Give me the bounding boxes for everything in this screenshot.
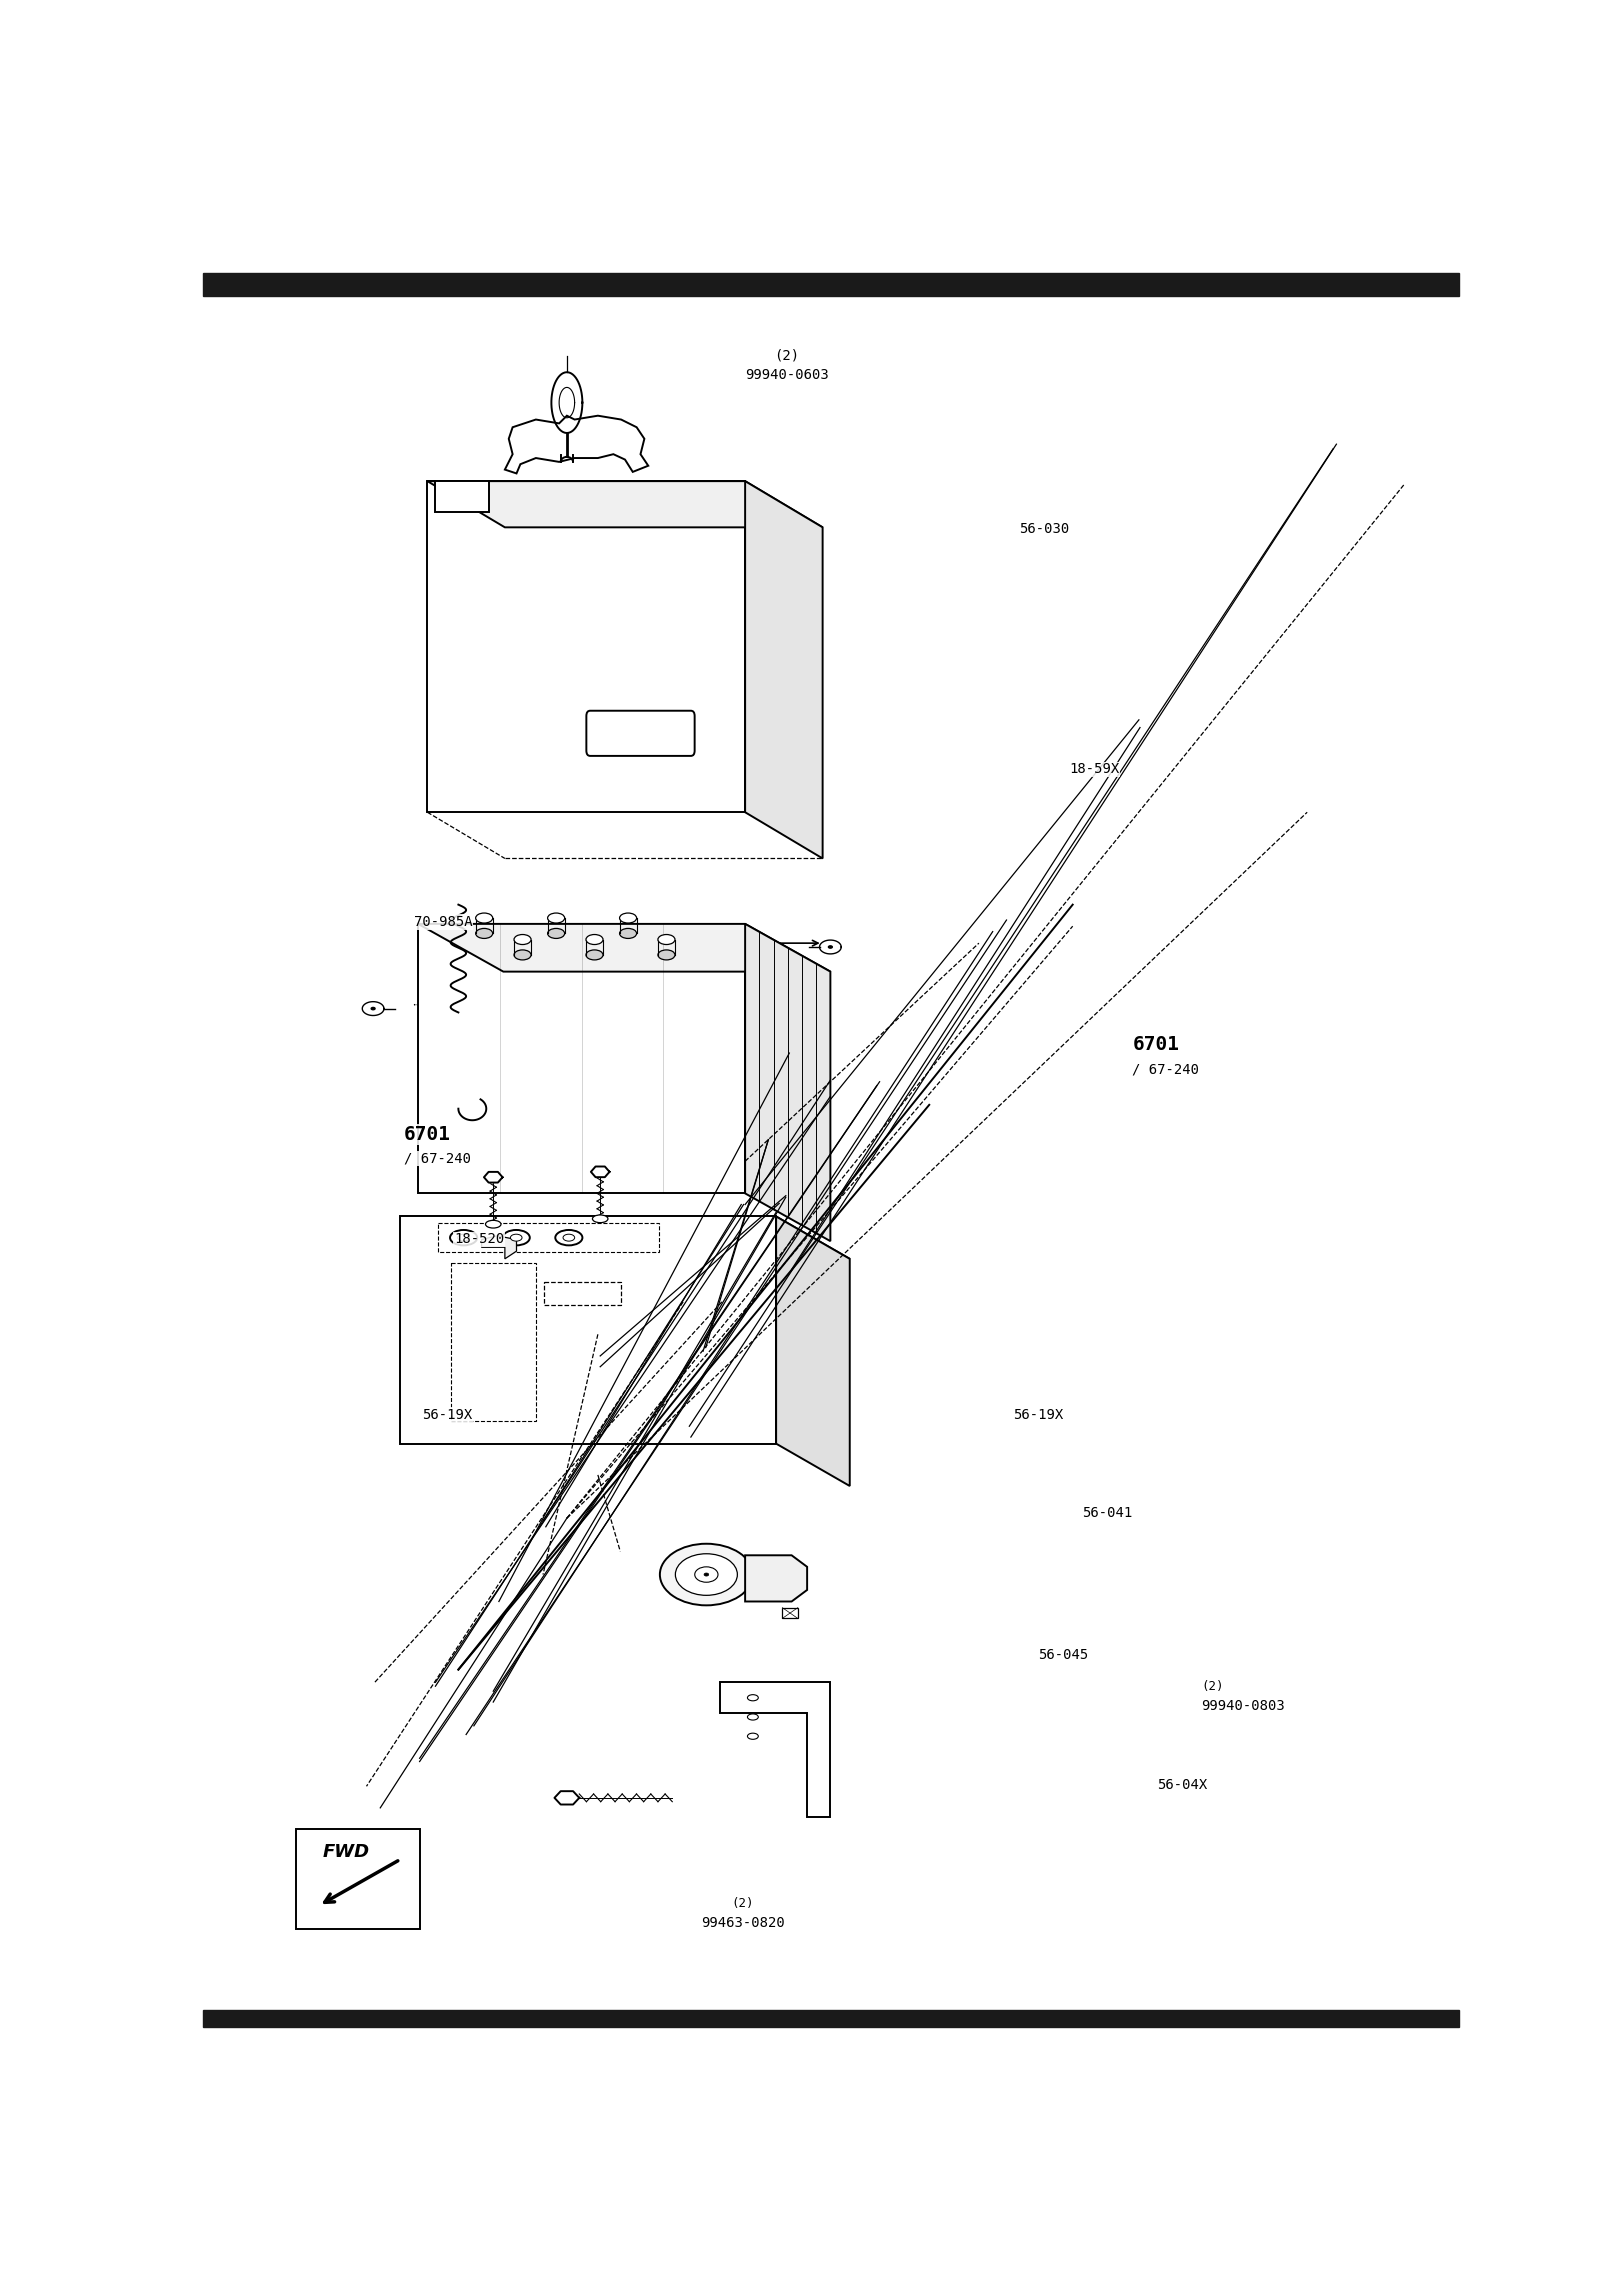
Bar [203,273,1459,296]
Ellipse shape [503,1230,530,1246]
FancyBboxPatch shape [587,710,695,756]
Ellipse shape [475,929,493,938]
Ellipse shape [486,1220,501,1227]
Polygon shape [400,1216,776,1444]
Bar [203,2011,1459,2027]
Ellipse shape [658,950,674,961]
Polygon shape [418,924,746,1193]
Polygon shape [746,1555,807,1601]
Text: 56-041: 56-041 [1083,1505,1131,1519]
Ellipse shape [562,1234,575,1241]
Polygon shape [543,1282,621,1305]
Text: 56-19X: 56-19X [423,1407,473,1421]
Polygon shape [400,1216,849,1259]
Ellipse shape [619,929,637,938]
Polygon shape [481,1236,517,1259]
Text: 56-19X: 56-19X [1013,1407,1063,1421]
Ellipse shape [511,1234,522,1241]
Polygon shape [776,1216,849,1487]
Ellipse shape [371,1006,374,1009]
Polygon shape [434,480,490,512]
Ellipse shape [457,1234,470,1241]
Polygon shape [554,1792,579,1803]
Ellipse shape [451,1230,477,1246]
Text: 56-030: 56-030 [1020,521,1070,535]
Ellipse shape [704,1573,708,1576]
Text: 56-045: 56-045 [1037,1649,1088,1662]
Ellipse shape [660,1544,752,1605]
Ellipse shape [548,913,564,922]
Text: 56-04X: 56-04X [1157,1778,1208,1792]
Ellipse shape [548,929,564,938]
Text: 18-59X: 18-59X [1070,763,1120,776]
Text: (2): (2) [775,348,799,362]
Text: 99940-0603: 99940-0603 [746,369,828,383]
Text: FWD: FWD [323,1842,370,1860]
Ellipse shape [556,1230,582,1246]
Ellipse shape [514,934,532,945]
Text: 6701: 6701 [404,1125,451,1143]
Bar [783,1608,798,1619]
Ellipse shape [747,1715,759,1719]
Polygon shape [504,417,648,474]
Ellipse shape [585,934,603,945]
Text: / 67-240: / 67-240 [404,1152,470,1166]
Text: (2): (2) [731,1897,754,1910]
Polygon shape [746,924,830,1241]
Text: 99463-0820: 99463-0820 [700,1915,785,1931]
Polygon shape [418,924,830,972]
Polygon shape [720,1683,830,1817]
Ellipse shape [514,950,532,961]
Ellipse shape [592,1216,608,1223]
Ellipse shape [747,1694,759,1701]
Ellipse shape [475,913,493,922]
Ellipse shape [676,1553,738,1596]
Polygon shape [746,480,822,858]
Text: 99940-0803: 99940-0803 [1201,1699,1285,1712]
Text: (2): (2) [1201,1680,1224,1692]
Ellipse shape [658,934,674,945]
Text: 70-985A: 70-985A [413,915,473,929]
Ellipse shape [585,950,603,961]
Polygon shape [428,480,822,528]
Polygon shape [485,1173,503,1182]
Text: / 67-240: / 67-240 [1133,1063,1200,1077]
Ellipse shape [828,945,832,947]
Ellipse shape [619,913,637,922]
Polygon shape [592,1166,609,1177]
Polygon shape [428,480,746,813]
Text: 6701: 6701 [1133,1036,1178,1054]
Text: 18-520: 18-520 [454,1232,504,1246]
Ellipse shape [695,1567,718,1583]
Ellipse shape [747,1733,759,1740]
